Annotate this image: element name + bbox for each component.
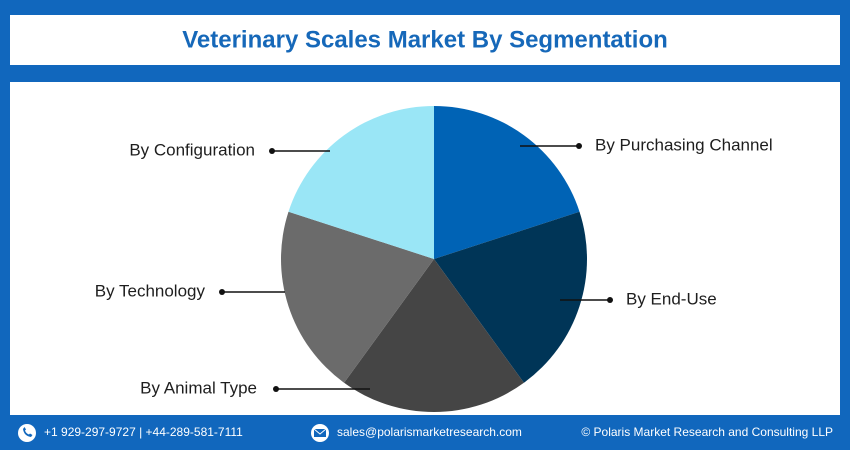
pie-slice: [434, 211, 587, 383]
footer: +1 929-297-9727 | +44-289-581-7111 sales…: [18, 424, 833, 442]
leader-dot: [219, 289, 225, 295]
title-box: [10, 15, 840, 65]
email-flap: [313, 428, 327, 435]
phone: +1 929-297-9727 | +44-289-581-7111: [44, 425, 243, 439]
leader-dot: [273, 386, 279, 392]
slice-label: By Technology: [95, 281, 206, 300]
leader-dot: [607, 297, 613, 303]
pie-slice: [434, 106, 580, 259]
pie-slice: [344, 259, 524, 412]
chart-title: Veterinary Scales Market By Segmentation: [182, 26, 668, 53]
slice-label: By Animal Type: [140, 378, 257, 397]
copyright: © Polaris Market Research and Consulting…: [581, 425, 833, 439]
pie-slice: [281, 211, 434, 383]
email: sales@polarismarketresearch.com: [337, 425, 522, 439]
pie-slice: [288, 106, 434, 259]
pie: [281, 106, 587, 412]
phone-glyph: [23, 427, 33, 437]
slice-label: By Configuration: [129, 140, 255, 159]
leader-dot: [269, 148, 275, 154]
slice-label: By Purchasing Channel: [595, 135, 773, 154]
leader-dot: [576, 143, 582, 149]
email-glyph: [314, 429, 326, 437]
phone-icon: [18, 424, 36, 442]
slice-label: By End-Use: [626, 289, 717, 308]
